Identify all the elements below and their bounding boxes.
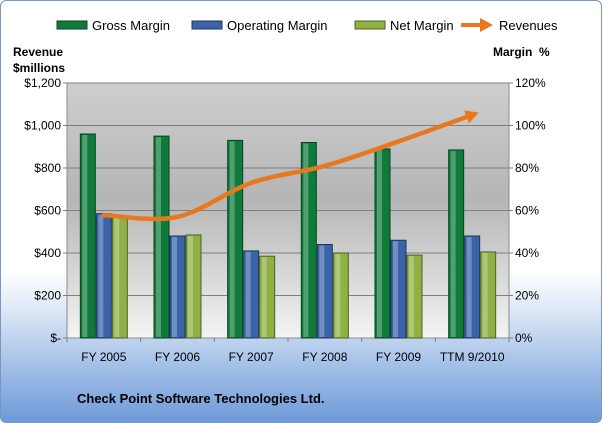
- left-tick-label: $200: [34, 289, 61, 303]
- axes: $- $200 $400 $600 $800 $1,000 $1,200 0% 20% 40% 60…: [24, 76, 546, 364]
- legend-label: Net Margin: [390, 18, 454, 33]
- category-label: TTM 9/2010: [440, 350, 505, 364]
- bar-body: [169, 235, 186, 339]
- bar-operating-margin: [169, 235, 186, 339]
- right-tick-label: 60%: [515, 204, 539, 218]
- bar-gross-margin: [448, 149, 465, 339]
- bar-highlight: [450, 150, 456, 337]
- bar-body: [406, 254, 423, 339]
- bar-gross-margin: [79, 133, 96, 339]
- bar-gross-margin: [374, 148, 391, 339]
- bar-highlight: [82, 135, 88, 337]
- legend-swatch: [354, 20, 386, 30]
- bar-body: [185, 234, 202, 339]
- left-tick-label: $1,000: [24, 119, 61, 133]
- bar-operating-margin: [390, 239, 407, 339]
- bar-highlight: [335, 254, 341, 337]
- revenue-arrowhead: [464, 110, 479, 124]
- bar-highlight: [172, 237, 177, 337]
- bar-body: [153, 135, 170, 339]
- category-label: FY 2006: [155, 350, 200, 364]
- bar-body: [390, 239, 407, 339]
- bar-net-margin: [406, 254, 423, 339]
- left-tick-label: $800: [34, 161, 61, 175]
- bar-body: [259, 255, 276, 339]
- legend-item-gross-margin: Gross Margin: [56, 18, 170, 33]
- category-label: FY 2009: [376, 350, 421, 364]
- bar-gross-margin: [153, 135, 170, 339]
- legend-item-operating-margin: Operating Margin: [191, 18, 327, 33]
- legend-item-net-margin: Net Margin: [354, 18, 454, 33]
- right-tick-label: 20%: [515, 289, 539, 303]
- bar-highlight: [98, 214, 104, 337]
- company-name: Check Point Software Technologies Ltd.: [77, 391, 325, 406]
- bar-highlight: [319, 245, 325, 337]
- left-tick-label: $1,200: [24, 76, 61, 90]
- legend-item-revenues: Revenues: [461, 18, 558, 33]
- left-axis-title-line2: $millions: [13, 61, 65, 75]
- bar-gross-margin: [300, 142, 317, 339]
- bar-highlight: [393, 241, 398, 337]
- category-label: FY 2007: [229, 350, 274, 364]
- right-tick-label: 100%: [515, 119, 546, 133]
- bar-net-margin: [480, 251, 497, 339]
- bar-operating-margin: [243, 250, 260, 339]
- bar-body: [316, 244, 333, 339]
- bar-body: [480, 251, 497, 339]
- bar-highlight: [114, 217, 120, 337]
- bar-net-margin: [185, 234, 202, 339]
- legend: Gross Margin Operating Margin Net Margin Re…: [56, 18, 558, 33]
- left-tick-label: $400: [34, 246, 61, 260]
- bar-body: [464, 235, 481, 339]
- bar-body: [243, 250, 260, 339]
- bar-highlight: [229, 141, 235, 337]
- bar-highlight: [261, 257, 267, 337]
- legend-swatch: [191, 20, 223, 30]
- bar-highlight: [377, 149, 382, 337]
- left-tick-label: $-: [50, 331, 61, 345]
- right-tick-label: 120%: [515, 76, 546, 90]
- left-axis-title-line1: Revenue: [13, 45, 63, 59]
- right-tick-label: 40%: [515, 246, 539, 260]
- bar-highlight: [303, 143, 309, 337]
- bar-body: [300, 142, 317, 339]
- legend-label: Revenues: [499, 18, 558, 33]
- category-label: FY 2005: [81, 350, 126, 364]
- category-label: FY 2008: [302, 350, 347, 364]
- bar-net-margin: [111, 216, 128, 339]
- bar-net-margin: [332, 252, 349, 339]
- left-tick-label: $600: [34, 204, 61, 218]
- bar-body: [332, 252, 349, 339]
- bar-highlight: [409, 256, 414, 337]
- right-tick-label: 0%: [515, 331, 533, 345]
- bar-highlight: [245, 251, 251, 337]
- bar-highlight: [188, 235, 193, 337]
- legend-swatch: [56, 20, 88, 30]
- bar-operating-margin: [464, 235, 481, 339]
- legend-label: Gross Margin: [92, 18, 170, 33]
- bar-body: [79, 133, 96, 339]
- right-tick-label: 80%: [515, 161, 539, 175]
- bar-gross-margin: [227, 139, 244, 339]
- legend-label: Operating Margin: [227, 18, 327, 33]
- bar-operating-margin: [95, 213, 112, 339]
- plot-area: [66, 82, 510, 339]
- right-axis-title: Margin %: [493, 45, 550, 59]
- bar-highlight: [482, 252, 488, 337]
- revenue-line: [101, 112, 475, 222]
- bar-body: [448, 149, 465, 339]
- bar-operating-margin: [316, 244, 333, 339]
- legend-arrow: [480, 18, 493, 32]
- bar-net-margin: [259, 255, 276, 339]
- bar-highlight: [156, 137, 161, 337]
- bar-highlight: [466, 237, 472, 337]
